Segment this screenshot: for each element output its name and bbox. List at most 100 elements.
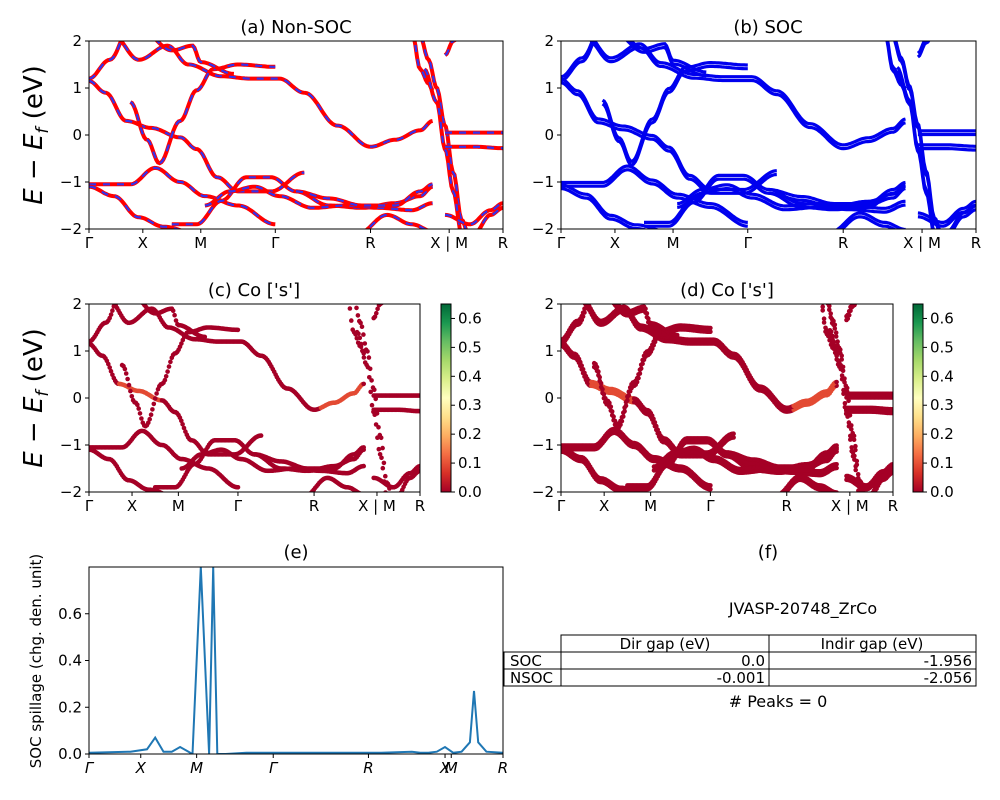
- band-ylabel-top: E − Ef (eV): [19, 65, 53, 205]
- xtick-label: R: [888, 497, 898, 515]
- band-point: [651, 416, 656, 422]
- band-line-dashed: [296, 183, 433, 207]
- row-nsoc-indir: -2.056: [924, 669, 972, 687]
- band-point: [827, 307, 832, 313]
- ytick-label: 1: [544, 342, 554, 360]
- band-point: [355, 313, 361, 318]
- ytick-label: 0: [72, 126, 82, 144]
- band-point: [890, 410, 893, 416]
- band-point: [361, 492, 366, 497]
- row-soc-label: SOC: [510, 652, 542, 670]
- band-point: [380, 445, 385, 451]
- band-point: [163, 492, 168, 497]
- xtick-label: R: [415, 497, 425, 515]
- band-line: [894, 41, 941, 229]
- band-point: [775, 496, 780, 501]
- band-point: [613, 299, 618, 304]
- band-point: [600, 386, 605, 392]
- band-line: [89, 41, 124, 81]
- ytick-label: 0: [72, 389, 82, 407]
- band-point: [708, 486, 713, 492]
- band-point: [372, 412, 378, 418]
- band-point: [135, 402, 140, 408]
- band-point: [128, 388, 133, 394]
- panel-e-title: (e): [283, 542, 308, 563]
- xtick-label: X: [127, 497, 137, 515]
- band-line: [420, 41, 468, 229]
- band-point: [118, 288, 123, 293]
- band-point: [607, 293, 612, 298]
- band-point: [172, 312, 177, 318]
- xtick-label: X: [599, 497, 609, 515]
- band-point: [821, 320, 827, 325]
- band-point: [372, 314, 378, 320]
- band-point: [379, 304, 384, 306]
- ytick-label: 2: [544, 32, 554, 50]
- xtick-label: M: [644, 497, 657, 515]
- band-point: [579, 363, 584, 368]
- band-point: [374, 310, 379, 316]
- band-point: [383, 293, 388, 298]
- band-point: [597, 374, 602, 380]
- panel-e-xticks: Γ X M Γ R XM R: [85, 754, 508, 777]
- band-point: [831, 339, 837, 345]
- colorbar-c-ticks: 0.6 0.5 0.4 0.3 0.2 0.1 0.0: [451, 309, 482, 501]
- band-point: [165, 369, 170, 374]
- band-point: [345, 292, 350, 297]
- band-point: [834, 379, 839, 385]
- band-point: [385, 292, 390, 297]
- band-point: [674, 336, 680, 342]
- band-line-dashed: [155, 41, 234, 75]
- band-line-dashed: [444, 202, 503, 226]
- band-point: [606, 296, 611, 301]
- band-point: [417, 393, 420, 398]
- band-point: [869, 492, 874, 497]
- band-point: [360, 348, 365, 354]
- band-line: [561, 187, 648, 229]
- band-point: [173, 318, 179, 323]
- band-line: [893, 41, 940, 229]
- colorbar-tick-label: 0.6: [458, 309, 482, 327]
- band-point: [832, 326, 838, 331]
- band-line: [477, 205, 503, 229]
- band-point: [606, 292, 611, 297]
- band-point: [848, 304, 853, 310]
- band-point: [844, 385, 850, 391]
- ytick-label: −1: [60, 173, 82, 191]
- xtick-label: X | M: [903, 234, 941, 252]
- colorbar-tick-label: 0.3: [458, 396, 482, 414]
- panel-a: (a) Non-SOC 2 1 0 −1 −2 Γ X M Γ R X | M R: [60, 17, 508, 252]
- xtick-label: M: [194, 234, 207, 252]
- band-point: [116, 292, 121, 297]
- band-point: [375, 306, 380, 312]
- panel-e-yticks: 0.0 0.2 0.4 0.6: [58, 605, 89, 763]
- band-point: [605, 295, 610, 300]
- band-point: [818, 290, 823, 295]
- band-point: [646, 316, 651, 321]
- band-point: [309, 491, 311, 492]
- xtick-label: R: [498, 759, 508, 777]
- colorbar-tick-label: 0.1: [930, 454, 954, 472]
- ytick-label: 0: [544, 389, 554, 407]
- band-point: [347, 306, 353, 311]
- band-point: [708, 483, 713, 488]
- band-point: [854, 297, 859, 302]
- band-point: [585, 298, 590, 303]
- panel-b-xticks: Γ X M Γ R X | M R: [557, 229, 981, 252]
- band-point: [258, 433, 264, 438]
- band-line: [917, 143, 976, 148]
- xtick-label: Γ: [557, 497, 566, 515]
- band-line: [948, 204, 976, 229]
- band-point: [852, 457, 857, 462]
- band-point: [640, 357, 645, 363]
- band-point: [109, 298, 114, 303]
- band-point: [636, 372, 641, 377]
- band-point: [846, 424, 852, 429]
- spillage-line: [89, 567, 503, 754]
- band-point: [833, 334, 839, 339]
- xtick-label: Γ: [85, 759, 95, 777]
- band-line: [561, 41, 595, 79]
- band-point: [151, 401, 157, 407]
- band-point: [138, 298, 143, 303]
- xtick-label: M: [445, 759, 458, 777]
